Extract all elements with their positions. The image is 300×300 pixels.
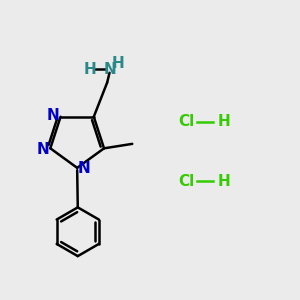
Text: H: H <box>84 62 97 77</box>
Text: N: N <box>36 142 49 157</box>
Text: H: H <box>112 56 124 71</box>
Text: N: N <box>46 108 59 123</box>
Text: N: N <box>103 62 116 77</box>
Text: Cl: Cl <box>178 114 195 129</box>
Text: Cl: Cl <box>178 174 195 189</box>
Text: H: H <box>218 174 230 189</box>
Text: N: N <box>77 160 90 175</box>
Text: H: H <box>218 114 230 129</box>
